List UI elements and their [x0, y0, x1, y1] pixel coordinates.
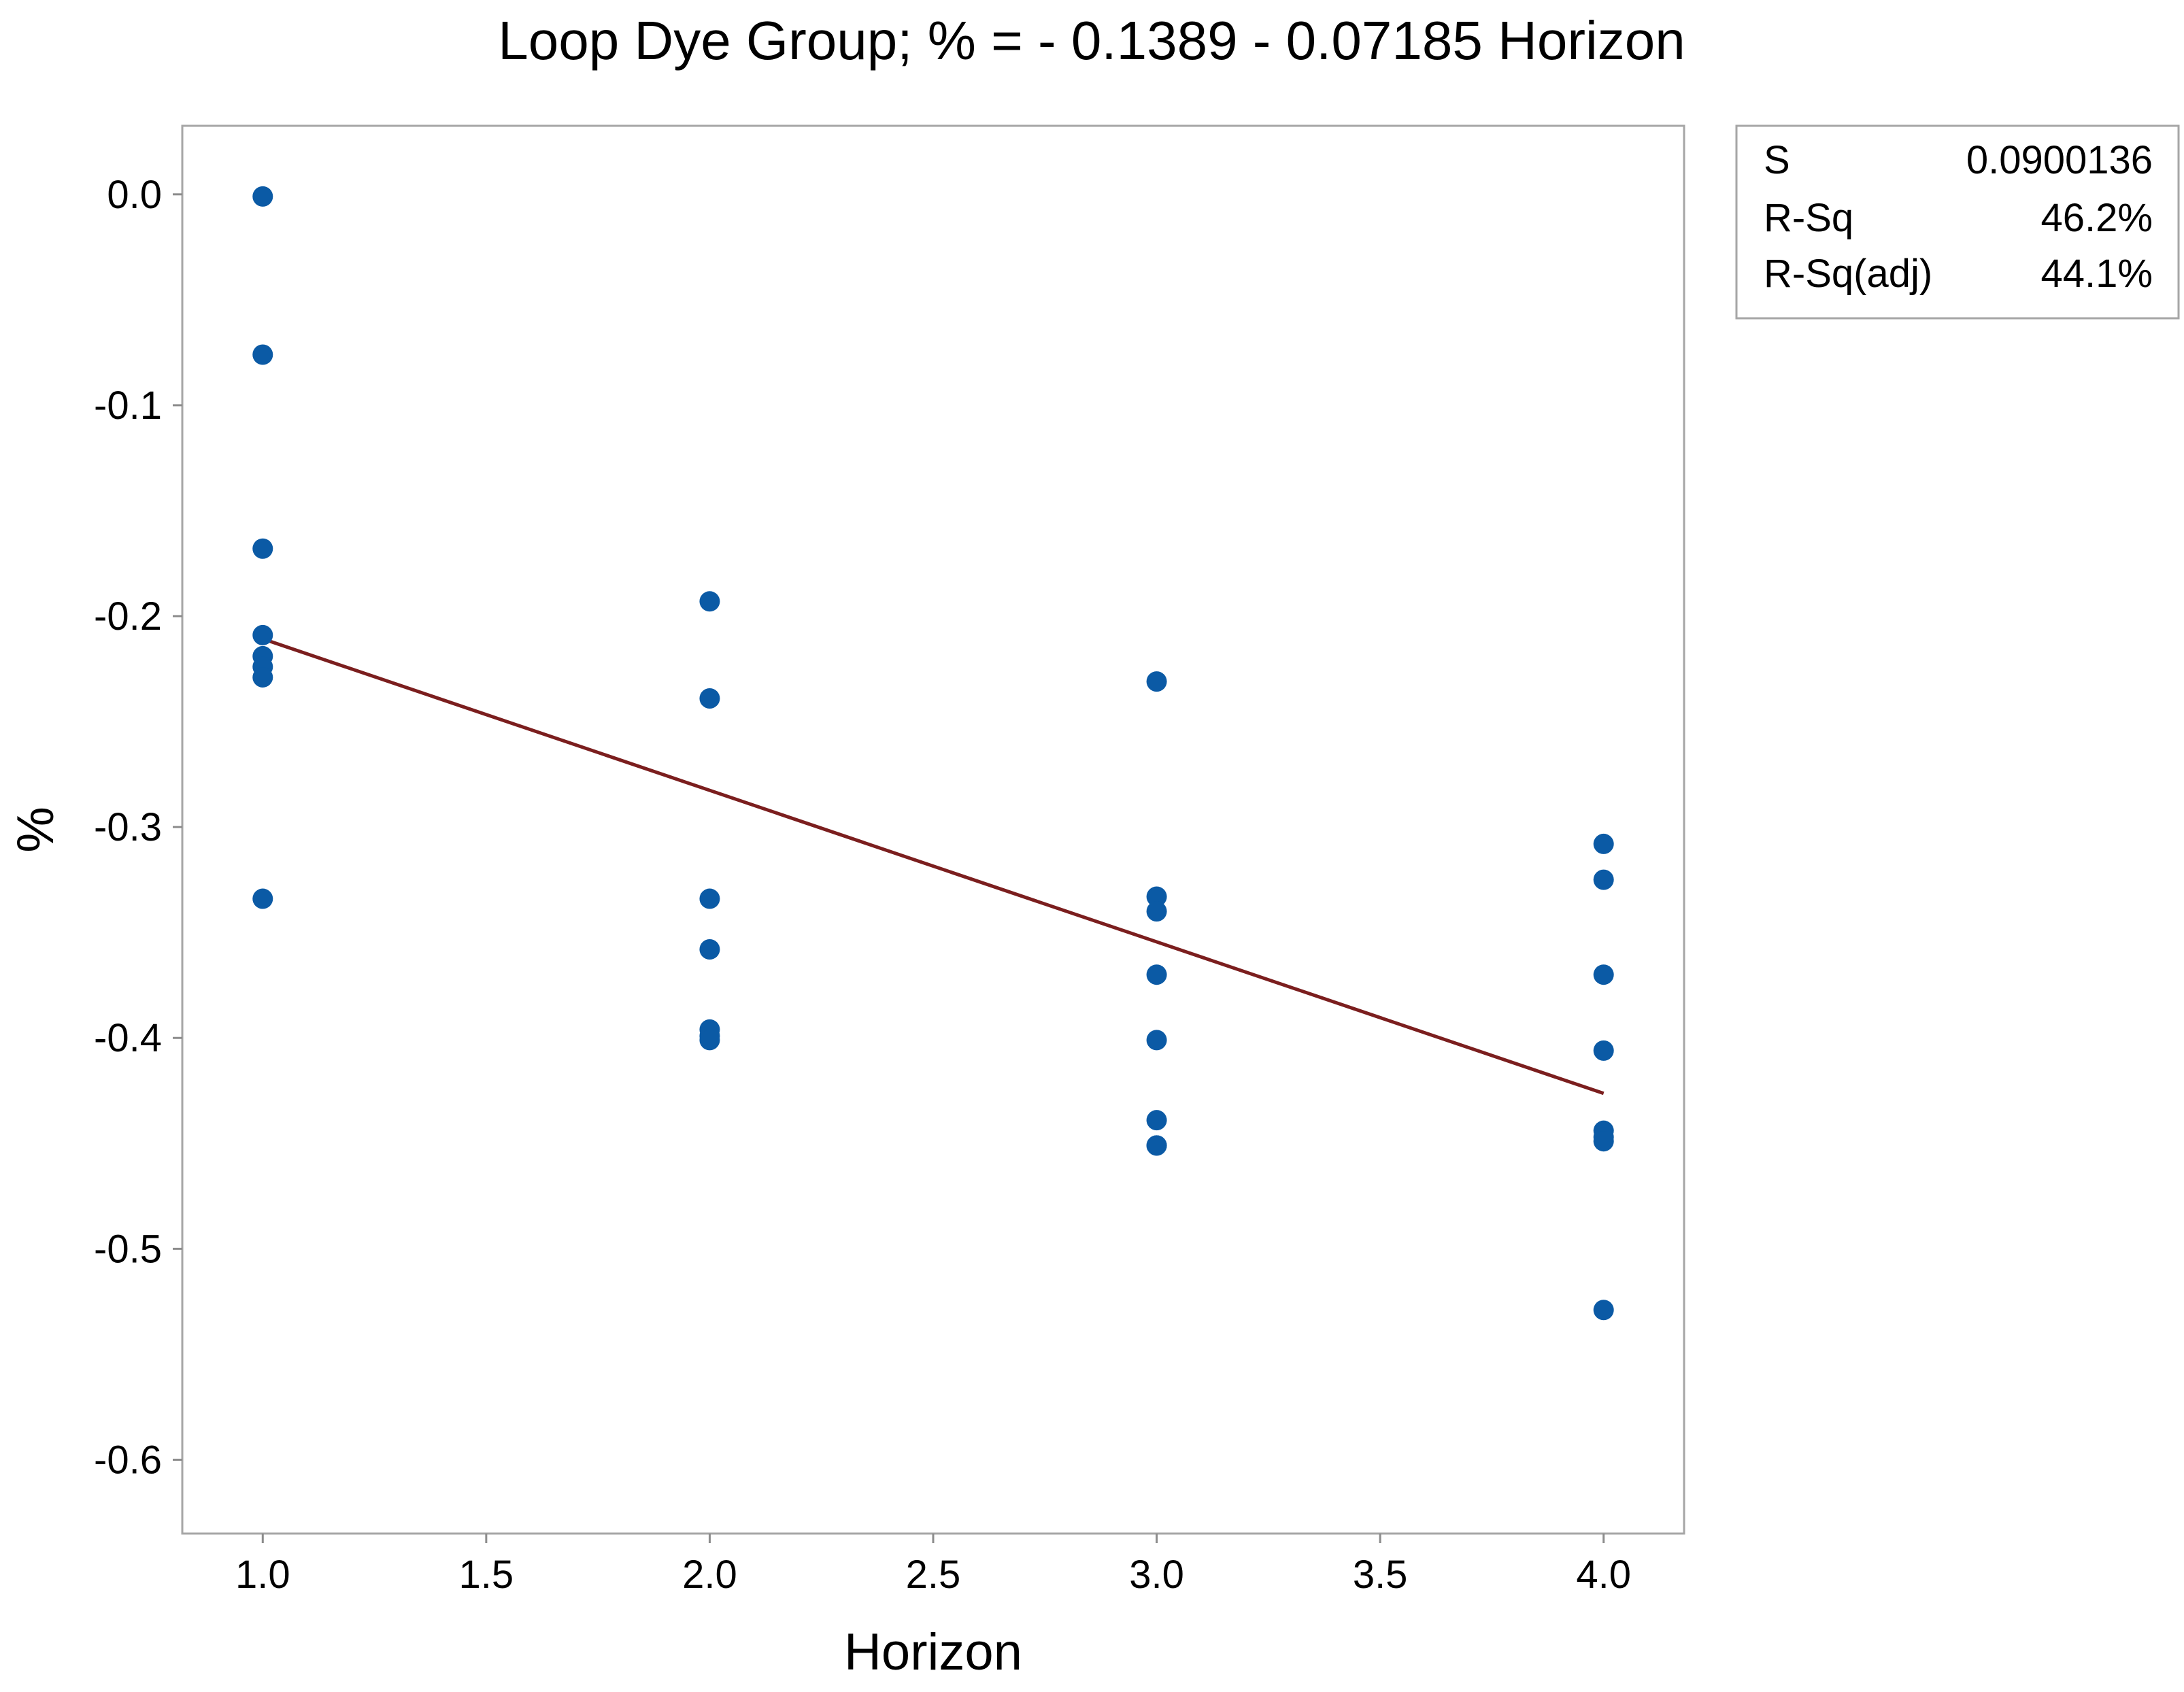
data-point	[699, 888, 720, 909]
stat-label-rsq-adj: R-Sq(adj)	[1764, 252, 1932, 296]
data-point	[1146, 964, 1167, 985]
data-point	[1146, 1135, 1167, 1156]
data-point	[1146, 1030, 1167, 1051]
fit-line-layer	[262, 637, 1605, 1096]
stat-value-s: 0.0900136	[1966, 138, 2153, 182]
x-tick-label: 2.0	[682, 1553, 737, 1597]
fit-line	[262, 637, 1605, 1096]
data-point	[699, 591, 720, 612]
x-tick-label: 2.5	[906, 1553, 961, 1597]
data-points	[252, 186, 1614, 1321]
chart-title: Loop Dye Group; % = - 0.1389 - 0.07185 H…	[498, 10, 1685, 71]
data-point	[252, 344, 273, 365]
y-tick-label: -0.6	[94, 1438, 162, 1482]
data-point	[252, 624, 273, 645]
data-point	[1593, 869, 1614, 890]
data-point	[252, 666, 273, 688]
data-point	[1146, 671, 1167, 692]
stat-value-rsq-adj: 44.1%	[2041, 252, 2153, 296]
y-tick-label: -0.2	[94, 594, 162, 639]
y-tick-label: -0.1	[94, 384, 162, 428]
data-point	[1146, 1110, 1167, 1131]
plot-area	[181, 124, 1685, 1535]
data-point	[252, 186, 273, 207]
data-point	[1146, 886, 1167, 907]
data-point	[252, 888, 273, 909]
x-axis-ticks: 1.0 1.5 2.0 2.5 3.0 3.5 4.0	[235, 1534, 1631, 1597]
data-point	[699, 688, 720, 709]
x-tick-label: 4.0	[1576, 1553, 1631, 1597]
y-axis-ticks: 0.0 -0.1 -0.2 -0.3 -0.4 -0.5 -0.6	[94, 173, 182, 1482]
stat-label-rsq: R-Sq	[1764, 196, 1853, 240]
x-axis-label: Horizon	[844, 1623, 1022, 1681]
y-tick-label: 0.0	[107, 173, 162, 217]
x-tick-label: 1.0	[235, 1553, 290, 1597]
x-tick-label: 3.0	[1129, 1553, 1184, 1597]
data-point	[699, 938, 720, 960]
x-tick-label: 3.5	[1353, 1553, 1408, 1597]
data-point	[1146, 901, 1167, 922]
x-tick-label: 1.5	[459, 1553, 514, 1597]
data-point	[1593, 1300, 1614, 1321]
stat-label-s: S	[1764, 138, 1790, 182]
y-tick-label: -0.4	[94, 1016, 162, 1060]
data-point	[699, 1030, 720, 1051]
stat-value-rsq: 46.2%	[2041, 196, 2153, 240]
regression-stats-box: S 0.0900136 R-Sq 46.2% R-Sq(adj) 44.1%	[1735, 124, 2180, 320]
data-point	[1593, 833, 1614, 854]
data-point	[1593, 1131, 1614, 1152]
data-point	[1593, 1040, 1614, 1061]
y-axis-label: %	[7, 807, 65, 853]
y-tick-label: -0.5	[94, 1227, 162, 1271]
y-tick-label: -0.3	[94, 805, 162, 849]
data-point	[252, 538, 273, 559]
data-point	[1593, 964, 1614, 985]
